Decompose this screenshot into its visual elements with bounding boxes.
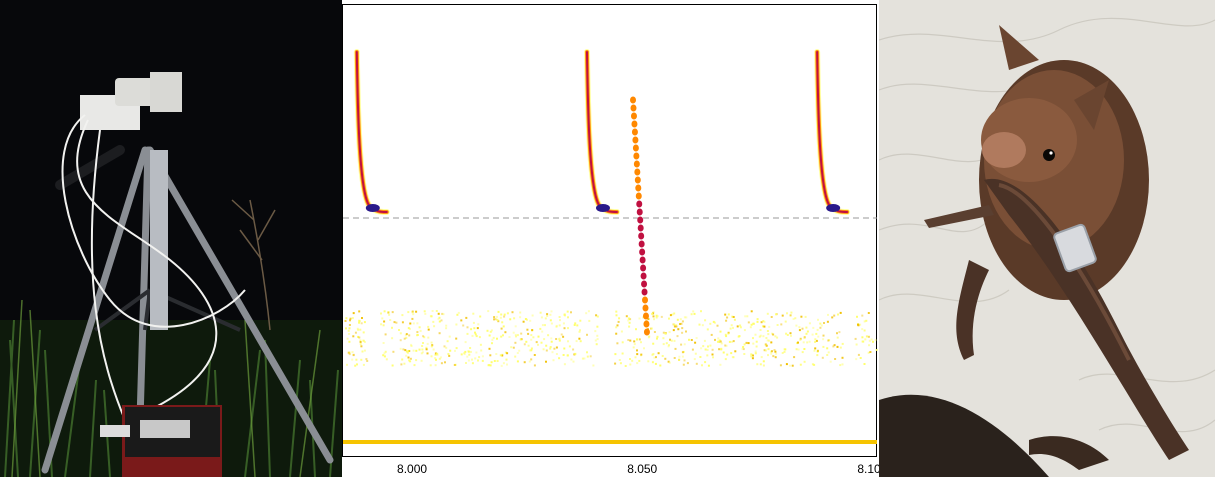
pulse-segment <box>643 320 650 328</box>
pulse-segment <box>638 232 645 240</box>
pulse-segment <box>641 288 648 296</box>
pulse-segment <box>639 248 646 256</box>
pulse-segment <box>632 144 639 152</box>
pulse-segment <box>642 304 649 312</box>
pulse-segment <box>639 256 646 264</box>
pulse-segment <box>641 280 648 288</box>
pulse-segment <box>636 200 643 208</box>
pulse-segment <box>634 176 641 184</box>
pulse-segment <box>635 184 642 192</box>
x-tick-label: 8.000 <box>397 462 428 476</box>
x-tick-label: 8.050 <box>627 462 658 476</box>
pulse-segment <box>632 136 639 144</box>
echolocation-spectrogram: 8.000 8.050 8.100 <box>342 0 879 477</box>
pulse-segment <box>640 272 647 280</box>
pulse-segment <box>637 224 644 232</box>
pulse-segment <box>637 216 644 224</box>
echolocation-call <box>353 49 390 215</box>
pulse-segment <box>638 240 645 248</box>
noise-band <box>344 310 878 367</box>
pulse-segment <box>630 112 637 120</box>
x-tick-label: 8.100 <box>857 462 879 476</box>
pulse-segment <box>630 104 637 112</box>
pulse-segment <box>635 192 642 200</box>
pulse-segment <box>633 152 640 160</box>
pulse-segment <box>643 328 650 336</box>
pulse-segment <box>636 208 643 216</box>
recording-equipment-photo <box>0 0 342 477</box>
pulse-segment <box>631 120 638 128</box>
pulse-segment <box>642 296 649 304</box>
pulse-segment <box>640 264 647 272</box>
echolocation-call <box>814 49 851 215</box>
echolocation-call <box>583 49 620 215</box>
pulse-segment <box>633 160 640 168</box>
pulse-segment <box>631 128 638 136</box>
bat-in-hand-photo <box>879 0 1215 477</box>
pulse-segment <box>630 96 637 104</box>
pulse-segment <box>642 312 649 320</box>
spectrogram-frame <box>342 4 877 457</box>
pulse-segment <box>634 168 641 176</box>
